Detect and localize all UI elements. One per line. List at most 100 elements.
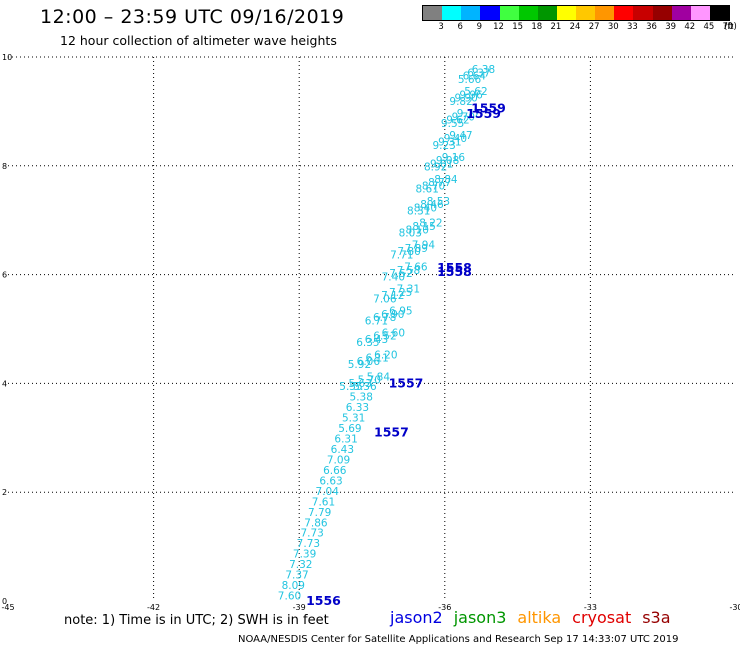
swh-value: 7.73 (297, 538, 320, 550)
swh-value: 7.86 (304, 517, 328, 529)
swh-value: 8.15 (412, 221, 435, 233)
swh-value: 8.46 (420, 199, 444, 211)
y-tick-label: 10 (2, 53, 12, 62)
swh-value: 7.94 (412, 240, 436, 252)
scale-tick-label: 42 (684, 22, 696, 32)
swh-value: 9.31 (438, 137, 461, 149)
swh-value: 6.78 (373, 312, 396, 324)
scale-swatch (709, 6, 729, 20)
x-tick-label: -30 (729, 603, 740, 612)
swh-value: 6.43 (331, 444, 354, 456)
scale-tick-label: 12 (493, 22, 504, 32)
swh-value: 6.35 (356, 337, 379, 349)
scale-swatch (576, 6, 596, 20)
swh-value: 7.60 (278, 591, 301, 603)
scale-tick-label: 3 (438, 22, 444, 32)
swh-value: 8.40 (414, 202, 437, 214)
swh-color-scale (422, 5, 730, 21)
pass-number-label: 1559 (471, 101, 506, 116)
swh-value: 6.90 (381, 309, 404, 321)
swh-value: 7.37 (285, 570, 308, 582)
pass-number-label: 1557 (374, 424, 409, 439)
scale-tick-label: 24 (569, 22, 581, 32)
x-tick-label: -45 (1, 603, 14, 612)
y-tick-label: 6 (2, 271, 7, 280)
scale-swatch (633, 6, 653, 20)
scale-swatch (595, 6, 615, 20)
swh-value: 9.47 (449, 130, 472, 142)
swh-value: 5.63 (349, 378, 372, 390)
swh-value: 8.03 (399, 228, 422, 240)
swh-value: 9.82 (449, 96, 472, 108)
swh-value: 9.08 (436, 155, 459, 167)
swh-value: 6.37 (467, 67, 490, 79)
x-tick-label: -42 (147, 603, 160, 612)
swh-value: 9.40 (444, 133, 467, 145)
scale-swatch (556, 6, 576, 20)
swh-value: 8.92 (424, 162, 447, 174)
scale-unit: (ft) (724, 22, 737, 32)
swh-value: 7.39 (293, 549, 316, 561)
swh-value: 6.33 (346, 402, 369, 414)
legend-cryosat: cryosat (572, 608, 632, 627)
altimeter-track-chart: -45 -42 -39 -36 -33 -3002468107.608.097.377.3… (1, 53, 740, 612)
swh-value: 6.38 (472, 64, 495, 76)
swh-value: 7.73 (300, 528, 323, 540)
pass-number-label: 1558 (437, 260, 472, 275)
swh-value: 8.31 (407, 206, 430, 218)
swh-value: 7.71 (390, 249, 413, 261)
swh-value: 7.89 (405, 243, 428, 255)
swh-value: 9.90 (454, 93, 477, 105)
scale-swatch (499, 6, 519, 20)
swh-value: 6.43 (365, 334, 388, 346)
x-tick-label: -39 (293, 603, 306, 612)
swh-value: 6.95 (389, 306, 412, 318)
swh-value: 8.84 (434, 174, 458, 186)
swh-value: 9.16 (442, 152, 466, 164)
swh-value: 6.31 (334, 433, 357, 445)
satellite-legend: jason2 jason3 altika cryosat s3a (390, 608, 671, 627)
swh-value: 9.62 (446, 115, 469, 127)
x-tick-label: -33 (584, 603, 597, 612)
swh-value: 7.61 (312, 496, 335, 508)
swh-value: 5.84 (367, 371, 391, 383)
legend-jason2: jason2 (390, 608, 443, 627)
y-tick-label: 4 (2, 379, 7, 388)
swh-value: 6.20 (374, 349, 397, 361)
swh-value: 6.60 (382, 327, 405, 339)
scale-tick-label: 15 (512, 22, 524, 32)
y-tick-label: 0 (2, 597, 7, 606)
credit-line: NOAA/NESDIS Center for Satellite Applica… (238, 634, 679, 645)
legend-altika: altika (517, 608, 562, 627)
swh-value: 6.71 (365, 315, 388, 327)
scale-swatch (614, 6, 634, 20)
pass-number-label: 1556 (306, 593, 341, 608)
swh-value: 5.31 (342, 413, 365, 425)
scale-tick-label: 21 (550, 22, 562, 32)
legend-jason3: jason3 (453, 608, 507, 627)
swh-value: 5.36 (353, 381, 377, 393)
swh-value: 5.69 (338, 423, 361, 435)
swh-value: 8.09 (282, 580, 305, 592)
scale-swatch (690, 6, 710, 20)
swh-value: 7.09 (327, 454, 350, 466)
scale-tick-label: 30 (607, 22, 619, 32)
scale-tick-label: 27 (588, 22, 600, 32)
swh-value: 7.80 (397, 246, 420, 258)
scale-swatch (518, 6, 538, 20)
swh-value: 7.52 (389, 268, 412, 280)
y-tick-label: 2 (2, 488, 7, 497)
scale-tick-label: 6 (457, 22, 463, 32)
swh-value: 6.64 (463, 71, 487, 83)
units-note: note: 1) Time is in UTC; 2) SWH is in fe… (64, 613, 329, 628)
scale-tick-label: 18 (531, 22, 543, 32)
swh-value: 6.66 (323, 465, 347, 477)
scale-tick-label: 39 (665, 22, 677, 32)
swh-value: 8.61 (416, 184, 439, 196)
swh-value: 7.04 (316, 486, 340, 498)
swh-value: 5.62 (464, 86, 487, 98)
swh-value: 5.66 (458, 74, 482, 86)
swh-value: 9.77 (457, 108, 480, 120)
swh-value: 9.55 (441, 118, 464, 130)
swh-value: 5.92 (348, 359, 371, 371)
